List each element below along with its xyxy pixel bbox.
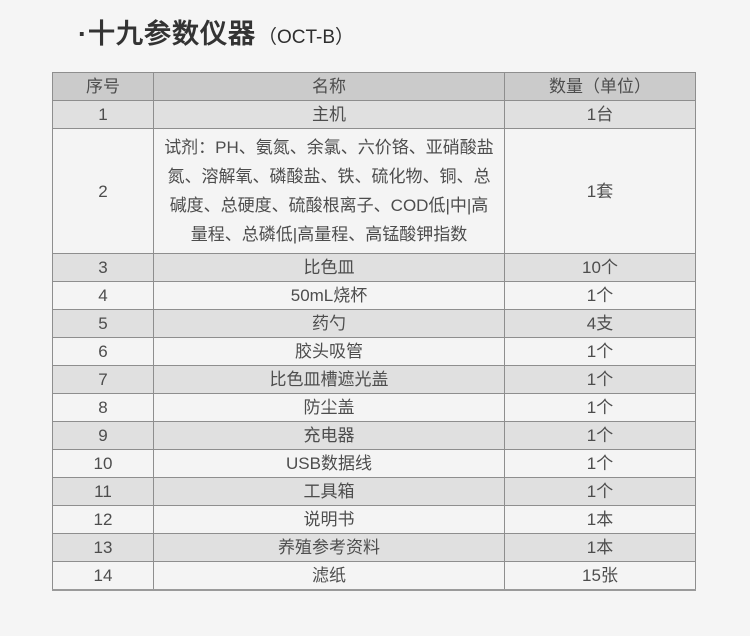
cell-name: 药勺	[153, 309, 505, 338]
table-row: 11 工具箱 1个	[52, 477, 696, 506]
table-row: 3 比色皿 10个	[52, 253, 696, 282]
page-title: ·十九参数仪器 （OCT-B）	[78, 12, 354, 51]
header-name: 名称	[153, 72, 505, 101]
cell-index: 14	[52, 561, 154, 591]
table-row: 12 说明书 1本	[52, 505, 696, 534]
cell-index: 11	[52, 477, 154, 506]
cell-index: 1	[52, 100, 154, 129]
cell-index: 7	[52, 365, 154, 394]
cell-name: 充电器	[153, 421, 505, 450]
table-row: 6 胶头吸管 1个	[52, 337, 696, 366]
table-row: 9 充电器 1个	[52, 421, 696, 450]
spec-table-header: 序号 名称 数量（单位）	[52, 72, 696, 101]
cell-qty: 10个	[504, 253, 696, 282]
cell-index: 12	[52, 505, 154, 534]
cell-qty: 1套	[504, 128, 696, 254]
cell-index: 6	[52, 337, 154, 366]
cell-index: 10	[52, 449, 154, 478]
cell-name: 比色皿槽遮光盖	[153, 365, 505, 394]
table-row: 14 滤纸 15张	[52, 561, 696, 591]
cell-qty: 1本	[504, 505, 696, 534]
cell-name: 工具箱	[153, 477, 505, 506]
page-title-main: ·十九参数仪器	[78, 19, 256, 49]
cell-index: 13	[52, 533, 154, 562]
cell-name: 滤纸	[153, 561, 505, 591]
cell-qty: 15张	[504, 561, 696, 591]
cell-name: 养殖参考资料	[153, 533, 505, 562]
cell-qty: 1个	[504, 449, 696, 478]
cell-qty: 1个	[504, 421, 696, 450]
cell-qty: 1个	[504, 337, 696, 366]
table-row: 1 主机 1台	[52, 100, 696, 129]
table-row: 5 药勺 4支	[52, 309, 696, 338]
header-qty: 数量（单位）	[504, 72, 696, 101]
cell-qty: 1本	[504, 533, 696, 562]
spec-table-body: 1 主机 1台 2 试剂：PH、氨氮、余氯、六价铬、亚硝酸盐氮、溶解氧、磷酸盐、铁、硫化…	[52, 100, 696, 591]
cell-index: 5	[52, 309, 154, 338]
cell-name: 胶头吸管	[153, 337, 505, 366]
cell-qty: 1个	[504, 393, 696, 422]
cell-index: 2	[52, 128, 154, 254]
table-row: 2 试剂：PH、氨氮、余氯、六价铬、亚硝酸盐氮、溶解氧、磷酸盐、铁、硫化物、铜、总…	[52, 128, 696, 254]
cell-name: 比色皿	[153, 253, 505, 282]
cell-qty: 1个	[504, 281, 696, 310]
cell-index: 9	[52, 421, 154, 450]
header-index: 序号	[52, 72, 154, 101]
table-row: 4 50mL烧杯 1个	[52, 281, 696, 310]
page-title-suffix: （OCT-B）	[258, 27, 355, 48]
table-row: 13 养殖参考资料 1本	[52, 533, 696, 562]
cell-qty: 1台	[504, 100, 696, 129]
cell-qty: 4支	[504, 309, 696, 338]
cell-qty: 1个	[504, 365, 696, 394]
cell-qty: 1个	[504, 477, 696, 506]
spec-table: 序号 名称 数量（单位） 1 主机 1台 2 试剂：PH、氨氮、余氯、六价铬、亚硝酸盐氮…	[52, 72, 696, 591]
cell-index: 4	[52, 281, 154, 310]
cell-name: 说明书	[153, 505, 505, 534]
cell-name: 主机	[153, 100, 505, 129]
table-row: 8 防尘盖 1个	[52, 393, 696, 422]
cell-index: 8	[52, 393, 154, 422]
cell-name: 防尘盖	[153, 393, 505, 422]
table-row: 7 比色皿槽遮光盖 1个	[52, 365, 696, 394]
cell-name: 50mL烧杯	[153, 281, 505, 310]
cell-name: USB数据线	[153, 449, 505, 478]
table-row: 10 USB数据线 1个	[52, 449, 696, 478]
cell-index: 3	[52, 253, 154, 282]
header-row: 序号 名称 数量（单位）	[52, 72, 696, 101]
cell-name: 试剂：PH、氨氮、余氯、六价铬、亚硝酸盐氮、溶解氧、磷酸盐、铁、硫化物、铜、总碱…	[153, 128, 505, 254]
